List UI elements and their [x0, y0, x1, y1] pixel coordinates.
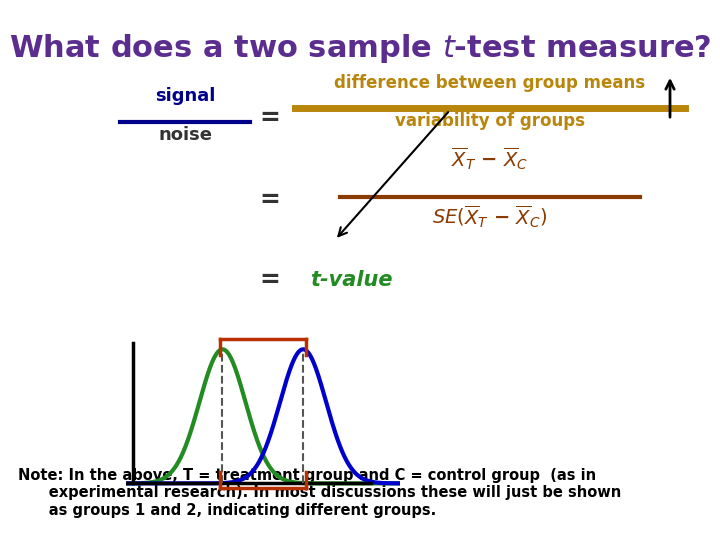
Text: difference between group means: difference between group means: [334, 74, 646, 92]
Text: $SE(\overline{X}_T\ \mathbf{-}\ \overline{X}_C)$: $SE(\overline{X}_T\ \mathbf{-}\ \overlin…: [432, 204, 548, 230]
Text: noise: noise: [158, 126, 212, 144]
Text: What does a two sample $\it{t}$-test measure?: What does a two sample $\it{t}$-test mea…: [9, 32, 711, 65]
Text: signal: signal: [155, 87, 215, 105]
Text: =: =: [260, 106, 280, 130]
Text: =: =: [260, 188, 280, 212]
Text: variability of groups: variability of groups: [395, 112, 585, 130]
Text: Note: In the above, T = treatment group and C = control group  (as in
      expe: Note: In the above, T = treatment group …: [18, 468, 621, 518]
Text: =: =: [260, 268, 280, 292]
Text: $\overline{X}_T\ \mathbf{-}\ \overline{X}_C$: $\overline{X}_T\ \mathbf{-}\ \overline{X…: [451, 146, 528, 172]
Text: t-value: t-value: [310, 270, 392, 290]
